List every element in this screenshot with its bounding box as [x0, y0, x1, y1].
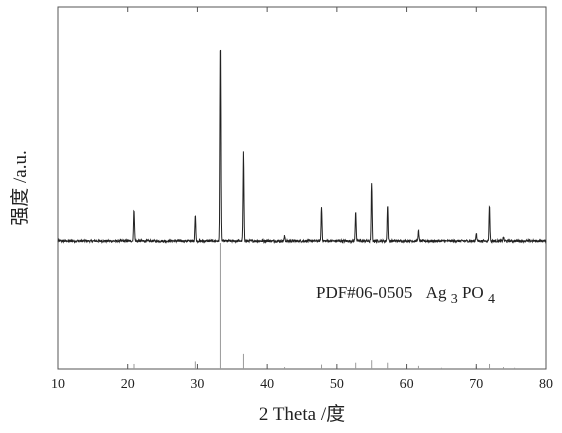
x-tick-label-40: 40 — [260, 377, 274, 392]
x-tick-label-30: 30 — [190, 377, 204, 392]
x-tick-label-80: 80 — [539, 377, 553, 392]
reference-annotation: PDF#06-0505 Ag 3 PO 4 — [316, 283, 495, 307]
y-axis-label: 强度 /a.u. — [9, 150, 31, 225]
x-tick-label-10: 10 — [51, 377, 65, 392]
reference-formula-ag: Ag — [426, 283, 447, 302]
x-axis-tick-labels: 10 20 30 40 50 60 70 80 — [51, 377, 553, 392]
x-tick-label-70: 70 — [469, 377, 483, 392]
x-axis-label: 2 Theta /度 — [259, 403, 345, 425]
reference-formula-sub-3: 3 — [451, 292, 458, 307]
reference-formula-sub-4: 4 — [488, 292, 495, 307]
x-tick-label-50: 50 — [330, 377, 344, 392]
x-tick-label-20: 20 — [121, 377, 135, 392]
x-axis-ticks — [57, 7, 547, 369]
measured-pattern-line — [57, 49, 547, 245]
x-tick-label-60: 60 — [400, 377, 414, 392]
plot-frame — [57, 6, 547, 370]
reference-annotation-prefix: PDF#06-0505 — [316, 283, 412, 302]
reference-formula-po: PO — [462, 283, 484, 302]
